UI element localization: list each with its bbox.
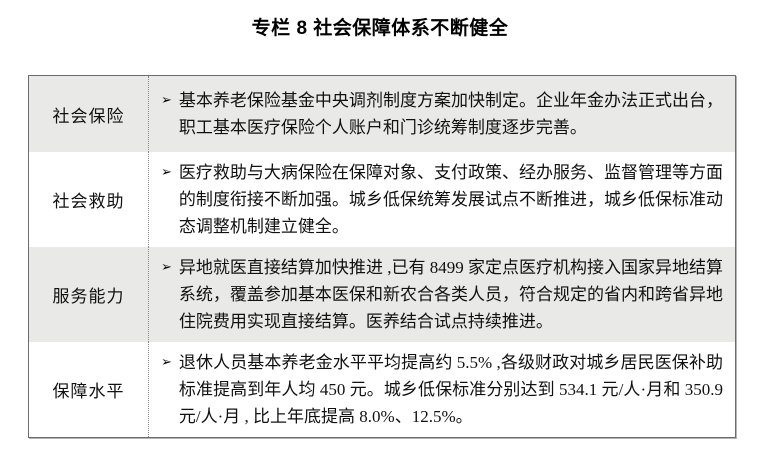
row-content-cell: ➢ 退休人员基本养老金水平平均提高约 5.5% ,各级财政对城乡居民医保补助标准… <box>149 342 735 437</box>
row-label-social-insurance: 社会保险 <box>29 76 149 152</box>
arrow-bullet-icon: ➢ <box>161 355 172 370</box>
row-content-text: 异地就医直接结算加快推进 ,已有 8499 家定点医疗机构接入国家异地结算系统，… <box>178 258 723 331</box>
panel-title: 专栏 8 社会保障体系不断健全 <box>251 18 509 39</box>
arrow-bullet-icon: ➢ <box>161 165 172 180</box>
row-content-text: 医疗救助与大病保险在保障对象、支付政策、经办服务、监督管理等方面的制度衔接不断加… <box>178 163 723 236</box>
row-content-cell: ➢ 医疗救助与大病保险在保障对象、支付政策、经办服务、监督管理等方面的制度衔接不… <box>149 152 735 247</box>
table-row-social-insurance: 社会保险 ➢ 基本养老保险基金中央调剂制度方案加快制定。企业年金办法正式出台，职… <box>29 76 735 152</box>
table-row-service-capacity: 服务能力 ➢ 异地就医直接结算加快推进 ,已有 8499 家定点医疗机构接入国家… <box>29 247 735 342</box>
table-row-protection-level: 保障水平 ➢ 退休人员基本养老金水平平均提高约 5.5% ,各级财政对城乡居民医… <box>29 342 735 437</box>
arrow-bullet-icon: ➢ <box>161 93 172 108</box>
row-label-social-assistance: 社会救助 <box>29 152 149 247</box>
social-security-table: 社会保险 ➢ 基本养老保险基金中央调剂制度方案加快制定。企业年金办法正式出台，职… <box>28 75 736 438</box>
row-content-text: 基本养老保险基金中央调剂制度方案加快制定。企业年金办法正式出台，职工基本医疗保险… <box>178 91 723 137</box>
row-content-text: 退休人员基本养老金水平平均提高约 5.5% ,各级财政对城乡居民医保补助标准提高… <box>178 353 723 426</box>
row-content-cell: ➢ 异地就医直接结算加快推进 ,已有 8499 家定点医疗机构接入国家异地结算系… <box>149 247 735 342</box>
row-label-protection-level: 保障水平 <box>29 342 149 437</box>
row-content-cell: ➢ 基本养老保险基金中央调剂制度方案加快制定。企业年金办法正式出台，职工基本医疗… <box>149 76 735 152</box>
row-label-service-capacity: 服务能力 <box>29 247 149 342</box>
arrow-bullet-icon: ➢ <box>161 260 172 275</box>
table-row-social-assistance: 社会救助 ➢ 医疗救助与大病保险在保障对象、支付政策、经办服务、监督管理等方面的… <box>29 152 735 247</box>
